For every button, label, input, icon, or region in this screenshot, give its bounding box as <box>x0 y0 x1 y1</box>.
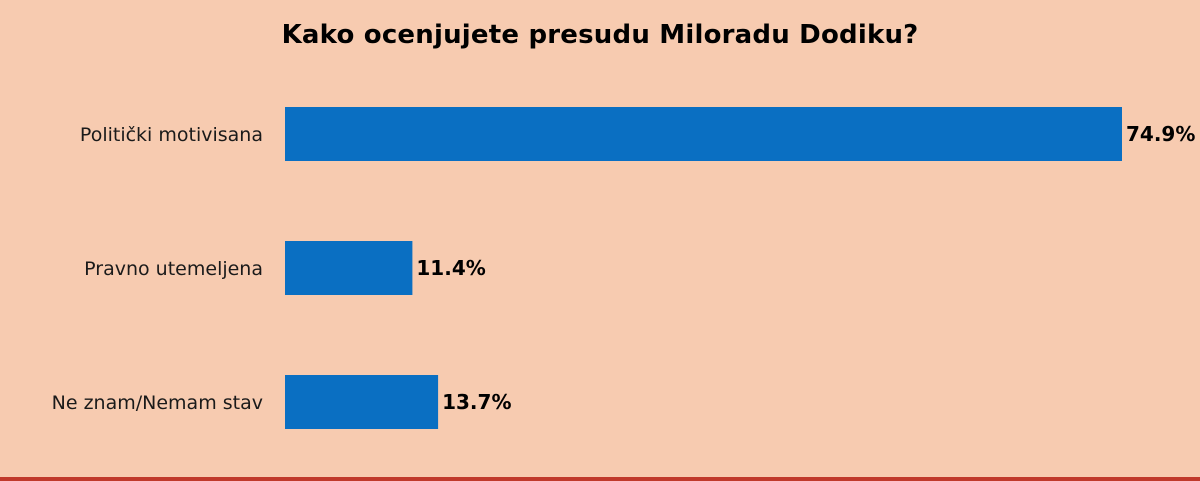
bar <box>285 107 1122 161</box>
bar <box>285 375 439 429</box>
category-label: Ne znam/Nemam stav <box>52 392 263 414</box>
category-label: Politički motivisana <box>80 124 263 146</box>
value-label: 74.9% <box>1126 122 1195 146</box>
category-label: Pravno utemeljena <box>84 258 263 280</box>
bar <box>285 241 413 295</box>
bottom-border <box>0 477 1200 481</box>
value-label: 13.7% <box>442 390 511 414</box>
value-label: 11.4% <box>416 256 485 280</box>
chart-title: Kako ocenjujete presudu Miloradu Dodiku? <box>281 20 919 50</box>
